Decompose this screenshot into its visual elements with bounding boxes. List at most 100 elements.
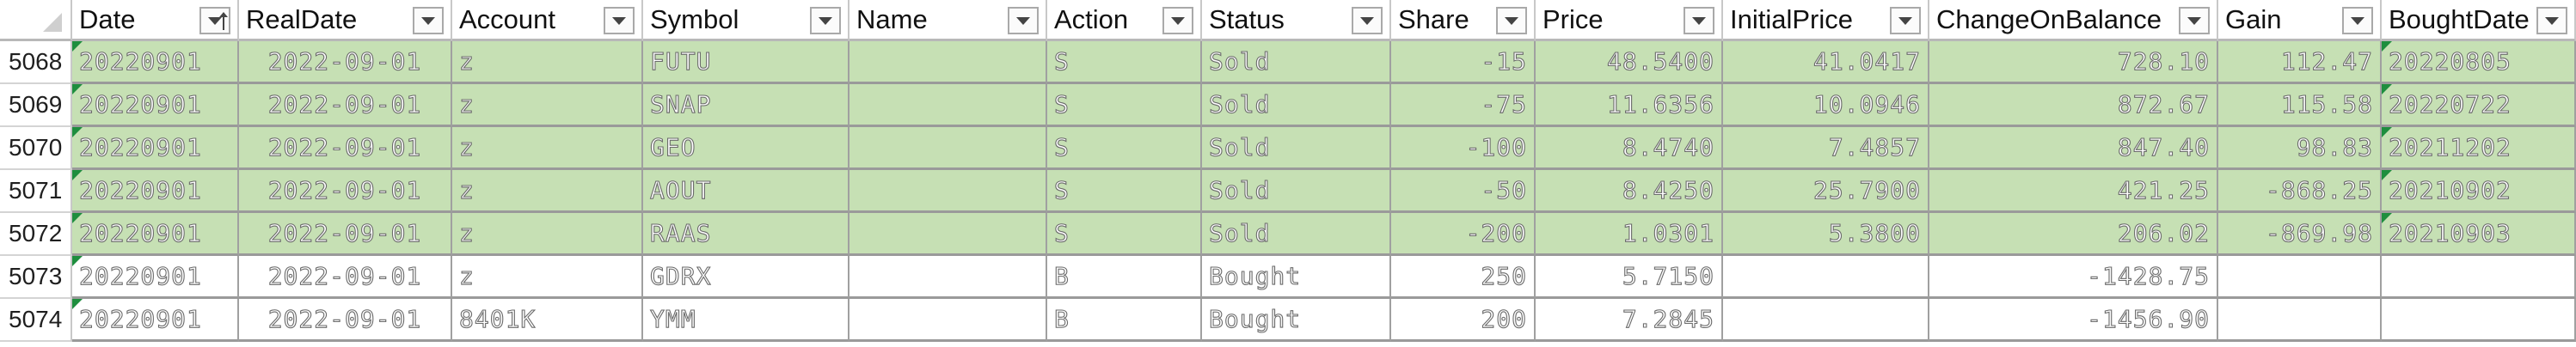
column-header-account[interactable]: Account <box>452 0 643 41</box>
column-header-name[interactable]: Name <box>849 0 1047 41</box>
cell-share[interactable]: -200 <box>1391 213 1536 256</box>
cell-realdate[interactable]: 2022-09-01 <box>239 299 452 342</box>
cell-initialprice[interactable] <box>1723 256 1929 299</box>
cell-initialprice[interactable]: 7.4857 <box>1723 127 1929 170</box>
cell-symbol[interactable]: RAAS <box>643 213 849 256</box>
cell-share[interactable]: -15 <box>1391 41 1536 84</box>
cell-name[interactable] <box>849 41 1047 84</box>
cell-symbol[interactable]: GEO <box>643 127 849 170</box>
filter-dropdown-button[interactable] <box>604 7 635 34</box>
column-header-status[interactable]: Status <box>1202 0 1391 41</box>
cell-action[interactable]: S <box>1047 213 1202 256</box>
cell-initialprice[interactable]: 41.0417 <box>1723 41 1929 84</box>
column-header-boughtdate[interactable]: BoughtDate <box>2382 0 2576 41</box>
cell-changeonbalance[interactable]: -1456.90 <box>1929 299 2218 342</box>
cell-symbol[interactable]: AOUT <box>643 170 849 213</box>
filter-dropdown-button[interactable] <box>1684 7 1714 34</box>
cell-date[interactable]: 20220901 <box>72 127 239 170</box>
cell-price[interactable]: 48.5400 <box>1536 41 1723 84</box>
cell-realdate[interactable]: 2022-09-01 <box>239 170 452 213</box>
cell-realdate[interactable]: 2022-09-01 <box>239 256 452 299</box>
cell-date[interactable]: 20220901 <box>72 299 239 342</box>
cell-initialprice[interactable]: 5.3800 <box>1723 213 1929 256</box>
cell-price[interactable]: 8.4250 <box>1536 170 1723 213</box>
cell-gain[interactable] <box>2218 256 2382 299</box>
row-number[interactable]: 5071 <box>0 170 72 213</box>
cell-gain[interactable]: 112.47 <box>2218 41 2382 84</box>
cell-realdate[interactable]: 2022-09-01 <box>239 213 452 256</box>
cell-status[interactable]: Sold <box>1202 127 1391 170</box>
cell-boughtdate[interactable] <box>2382 299 2576 342</box>
cell-account[interactable]: 8401K <box>452 299 643 342</box>
cell-account[interactable]: z <box>452 41 643 84</box>
cell-boughtdate[interactable]: 20220805 <box>2382 41 2576 84</box>
column-header-realdate[interactable]: RealDate <box>239 0 452 41</box>
cell-realdate[interactable]: 2022-09-01 <box>239 41 452 84</box>
cell-status[interactable]: Bought <box>1202 256 1391 299</box>
cell-changeonbalance[interactable]: 872.67 <box>1929 84 2218 127</box>
cell-status[interactable]: Sold <box>1202 170 1391 213</box>
cell-boughtdate[interactable]: 20210902 <box>2382 170 2576 213</box>
cell-changeonbalance[interactable]: -1428.75 <box>1929 256 2218 299</box>
cell-name[interactable] <box>849 127 1047 170</box>
filter-dropdown-button[interactable] <box>2179 7 2210 34</box>
cell-changeonbalance[interactable]: 728.10 <box>1929 41 2218 84</box>
cell-status[interactable]: Sold <box>1202 41 1391 84</box>
cell-share[interactable]: -50 <box>1391 170 1536 213</box>
cell-action[interactable]: S <box>1047 170 1202 213</box>
cell-name[interactable] <box>849 299 1047 342</box>
cell-symbol[interactable]: YMM <box>643 299 849 342</box>
cell-status[interactable]: Sold <box>1202 84 1391 127</box>
cell-changeonbalance[interactable]: 421.25 <box>1929 170 2218 213</box>
column-header-price[interactable]: Price <box>1536 0 1723 41</box>
cell-date[interactable]: 20220901 <box>72 41 239 84</box>
cell-boughtdate[interactable] <box>2382 256 2576 299</box>
column-header-action[interactable]: Action <box>1047 0 1202 41</box>
row-number[interactable]: 5073 <box>0 256 72 299</box>
cell-status[interactable]: Sold <box>1202 213 1391 256</box>
cell-initialprice[interactable]: 10.0946 <box>1723 84 1929 127</box>
cell-action[interactable]: S <box>1047 41 1202 84</box>
cell-gain[interactable]: -869.98 <box>2218 213 2382 256</box>
cell-date[interactable]: 20220901 <box>72 170 239 213</box>
cell-realdate[interactable]: 2022-09-01 <box>239 84 452 127</box>
filter-dropdown-button[interactable] <box>810 7 841 34</box>
cell-initialprice[interactable] <box>1723 299 1929 342</box>
cell-name[interactable] <box>849 84 1047 127</box>
cell-share[interactable]: 250 <box>1391 256 1536 299</box>
filter-dropdown-button[interactable] <box>199 7 230 34</box>
cell-gain[interactable]: -868.25 <box>2218 170 2382 213</box>
column-header-symbol[interactable]: Symbol <box>643 0 849 41</box>
filter-dropdown-button[interactable] <box>1162 7 1193 34</box>
cell-date[interactable]: 20220901 <box>72 256 239 299</box>
cell-price[interactable]: 11.6356 <box>1536 84 1723 127</box>
cell-action[interactable]: B <box>1047 256 1202 299</box>
cell-name[interactable] <box>849 213 1047 256</box>
cell-price[interactable]: 7.2845 <box>1536 299 1723 342</box>
column-header-gain[interactable]: Gain <box>2218 0 2382 41</box>
column-header-share[interactable]: Share <box>1391 0 1536 41</box>
cell-name[interactable] <box>849 256 1047 299</box>
cell-status[interactable]: Bought <box>1202 299 1391 342</box>
column-header-changeonbalance[interactable]: ChangeOnBalance <box>1929 0 2218 41</box>
cell-account[interactable]: z <box>452 127 643 170</box>
cell-action[interactable]: S <box>1047 127 1202 170</box>
filter-dropdown-button[interactable] <box>1352 7 1383 34</box>
cell-symbol[interactable]: GDRX <box>643 256 849 299</box>
filter-dropdown-button[interactable] <box>413 7 444 34</box>
select-all-corner[interactable] <box>0 0 72 41</box>
cell-price[interactable]: 1.0301 <box>1536 213 1723 256</box>
cell-share[interactable]: 200 <box>1391 299 1536 342</box>
filter-dropdown-button[interactable] <box>1008 7 1039 34</box>
filter-dropdown-button[interactable] <box>2536 7 2567 34</box>
row-number[interactable]: 5072 <box>0 213 72 256</box>
filter-dropdown-button[interactable] <box>1890 7 1921 34</box>
row-number[interactable]: 5069 <box>0 84 72 127</box>
cell-changeonbalance[interactable]: 206.02 <box>1929 213 2218 256</box>
cell-gain[interactable] <box>2218 299 2382 342</box>
cell-account[interactable]: z <box>452 213 643 256</box>
cell-account[interactable]: z <box>452 170 643 213</box>
cell-changeonbalance[interactable]: 847.40 <box>1929 127 2218 170</box>
column-header-date[interactable]: Date <box>72 0 239 41</box>
cell-boughtdate[interactable]: 20211202 <box>2382 127 2576 170</box>
